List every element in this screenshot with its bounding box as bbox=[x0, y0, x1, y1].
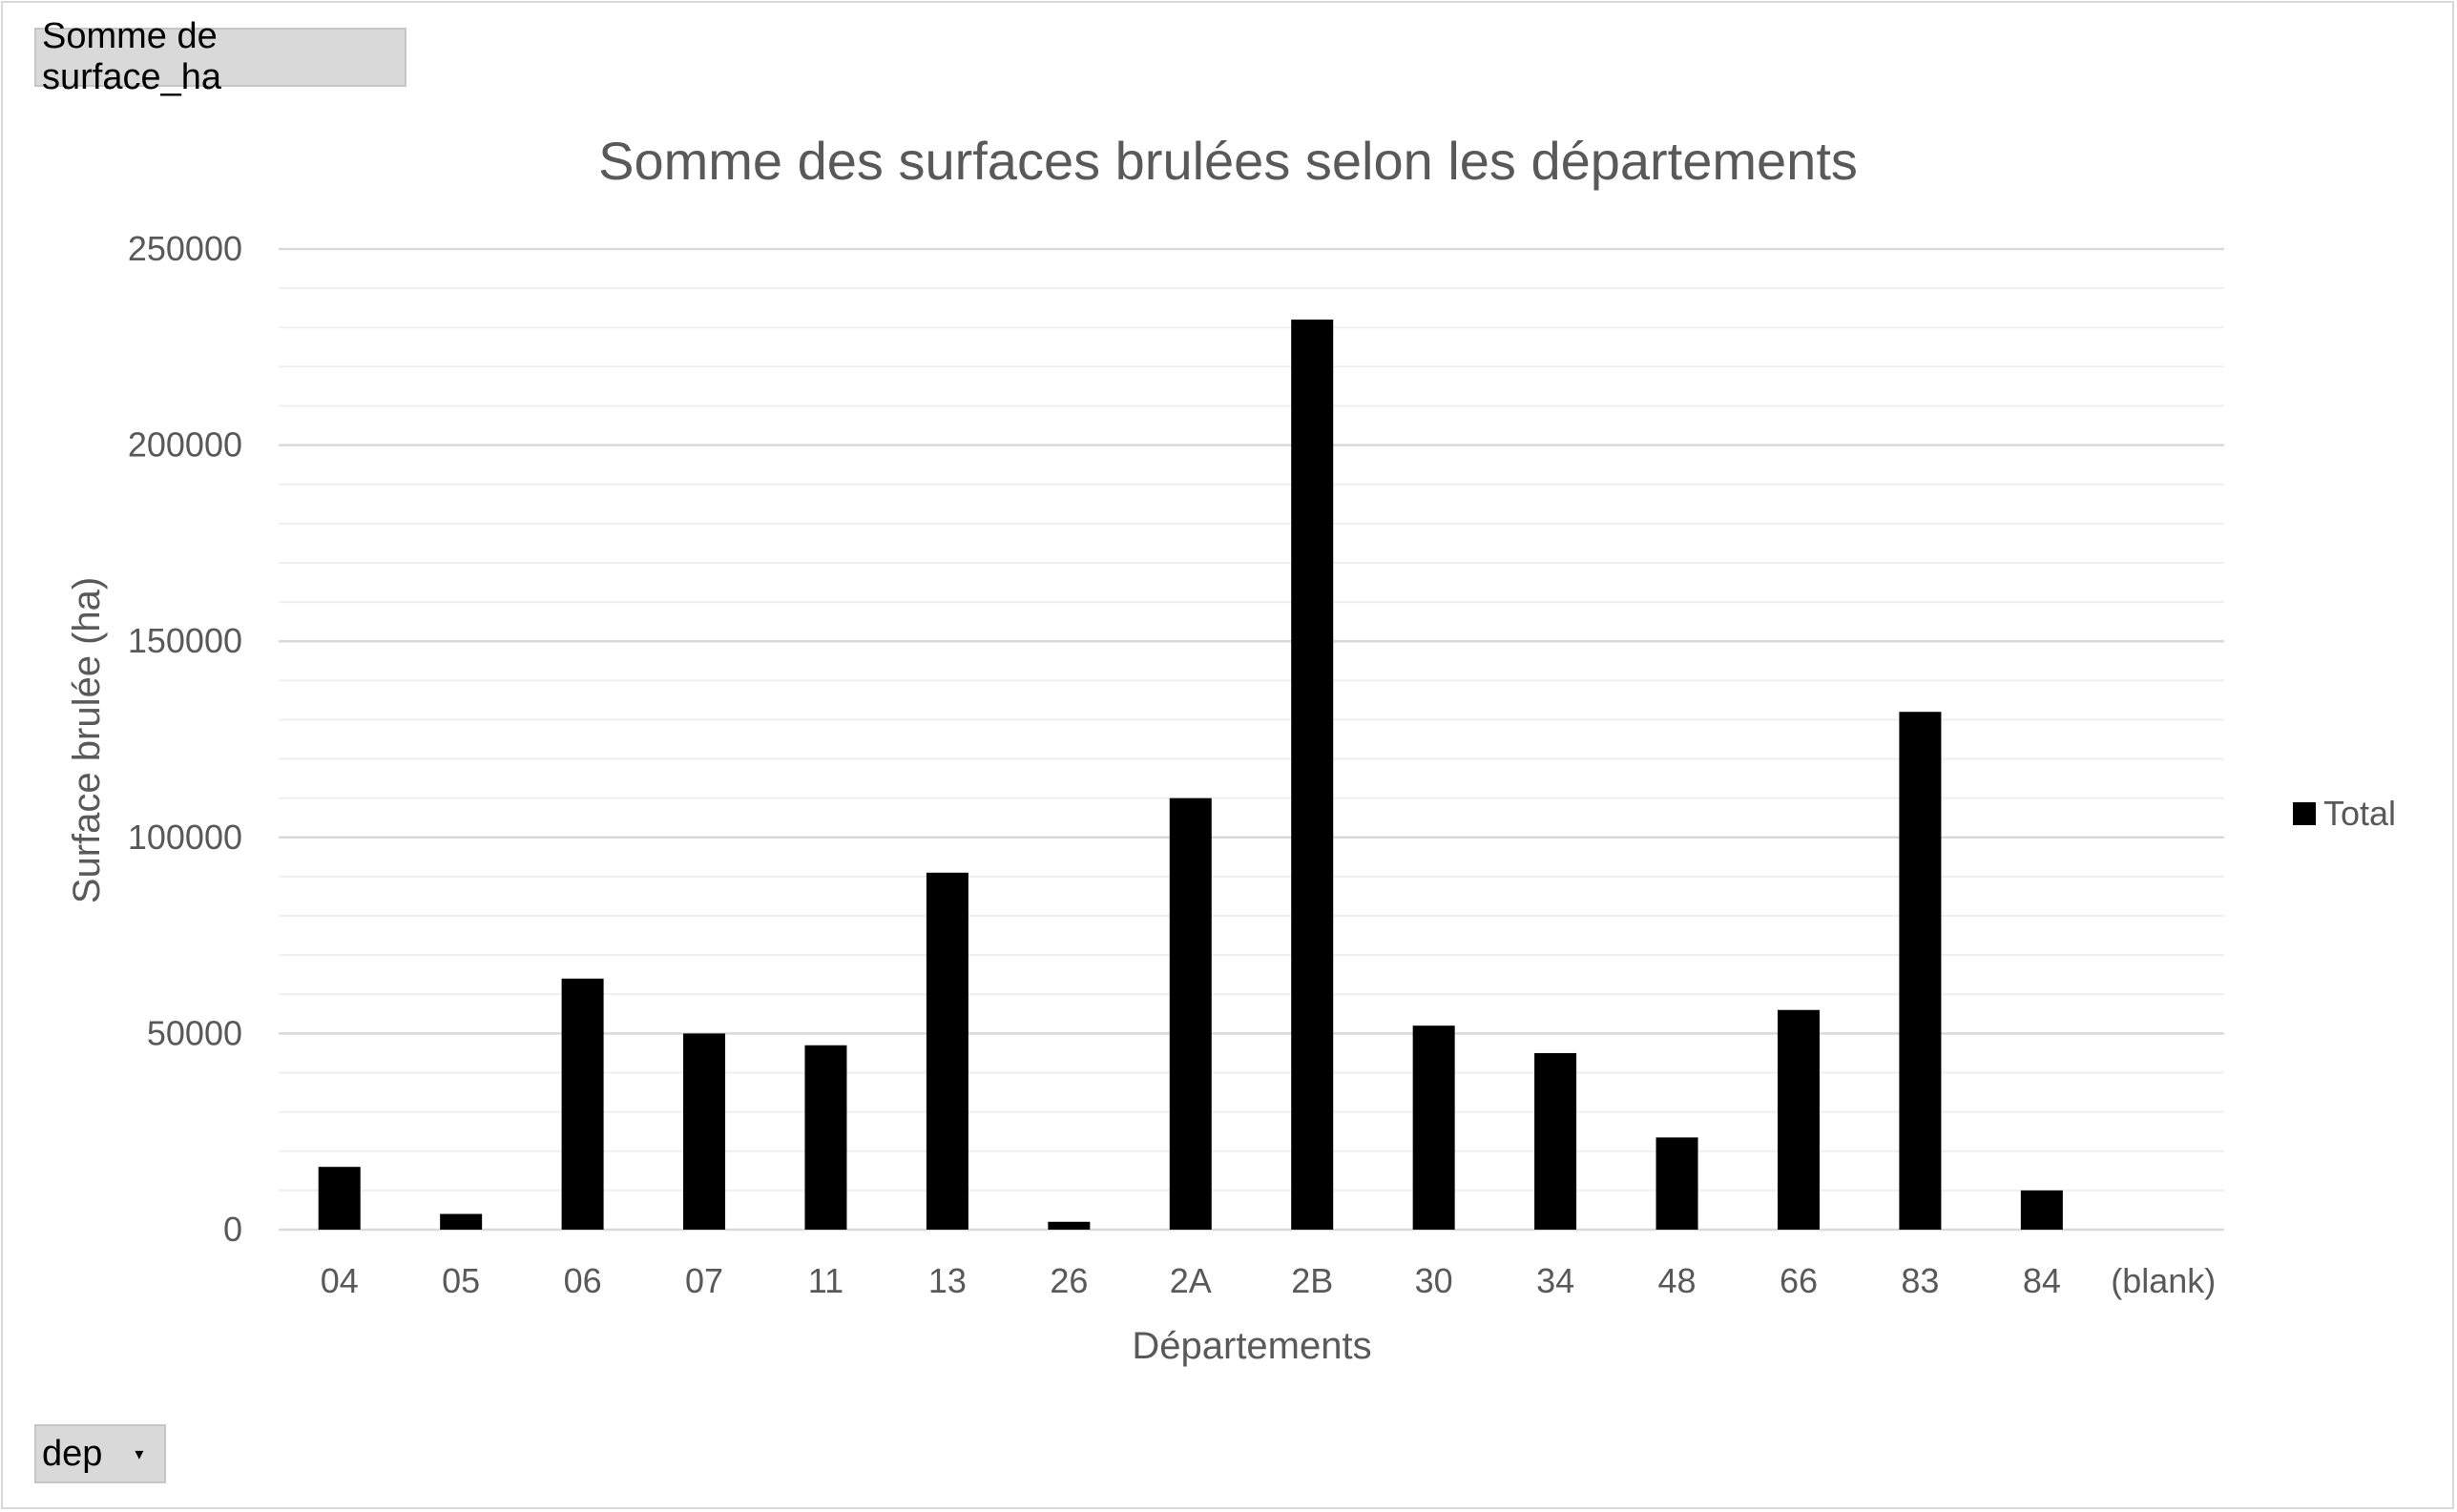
x-tick-label: 66 bbox=[1780, 1261, 1818, 1300]
x-tick-label: (blank) bbox=[2111, 1261, 2216, 1300]
value-field-label: Somme de surface_ha bbox=[42, 16, 222, 97]
bar-83 bbox=[1899, 712, 1942, 1230]
y-tick-label: 200000 bbox=[128, 425, 242, 465]
axis-field-button[interactable]: dep ▾ bbox=[34, 1424, 166, 1483]
bar-07 bbox=[683, 1033, 726, 1230]
axis-field-label: dep bbox=[42, 1433, 103, 1474]
x-axis-title: Départements bbox=[1132, 1325, 1371, 1367]
bar-30 bbox=[1412, 1025, 1455, 1230]
x-tick-label: 13 bbox=[928, 1261, 967, 1300]
legend: Total bbox=[2293, 794, 2396, 833]
bar-04 bbox=[318, 1167, 361, 1230]
bar-06 bbox=[561, 978, 604, 1230]
x-tick-label: 83 bbox=[1901, 1261, 1939, 1300]
bar-2B bbox=[1291, 320, 1334, 1230]
legend-entry-total: Total bbox=[2323, 794, 2396, 833]
bar-13 bbox=[926, 872, 968, 1230]
x-tick-label: 84 bbox=[2023, 1261, 2061, 1300]
x-tick-label: 30 bbox=[1415, 1261, 1453, 1300]
y-tick-label: 100000 bbox=[128, 818, 242, 857]
dropdown-arrow-icon[interactable]: ▾ bbox=[135, 1443, 144, 1463]
x-tick-label: 07 bbox=[685, 1261, 723, 1300]
bar-11 bbox=[804, 1045, 847, 1230]
bar-05 bbox=[440, 1213, 483, 1230]
y-tick-label: 0 bbox=[223, 1210, 242, 1249]
x-tick-label: 48 bbox=[1658, 1261, 1697, 1300]
x-tick-label: 06 bbox=[564, 1261, 602, 1300]
y-axis-ticks: 0 50000 100000 150000 200000 250000 bbox=[128, 229, 242, 1249]
y-tick-label: 250000 bbox=[128, 229, 242, 268]
y-tick-label: 50000 bbox=[147, 1013, 242, 1052]
bar-84 bbox=[2020, 1190, 2063, 1230]
bars bbox=[318, 320, 2063, 1230]
bar-26 bbox=[1048, 1221, 1091, 1230]
bar-66 bbox=[1777, 1009, 1820, 1230]
chart-title: Somme des surfaces brulées selon les dép… bbox=[598, 131, 1858, 191]
value-field-button[interactable]: Somme de surface_ha bbox=[34, 16, 406, 97]
x-tick-label: 04 bbox=[321, 1261, 359, 1300]
x-tick-label: 2B bbox=[1291, 1261, 1333, 1300]
x-tick-label: 2A bbox=[1170, 1261, 1212, 1300]
x-tick-label: 34 bbox=[1536, 1261, 1574, 1300]
bar-34 bbox=[1534, 1052, 1577, 1230]
x-tick-label: 26 bbox=[1050, 1261, 1088, 1300]
bar-2A bbox=[1169, 797, 1212, 1230]
bar-48 bbox=[1655, 1137, 1698, 1230]
y-axis-title: Surface brulée (ha) bbox=[66, 577, 108, 903]
x-axis-ticks: 04 05 06 07 11 13 26 2A 2B 30 34 48 66 83 84 (blank) bbox=[321, 1261, 2217, 1300]
x-tick-label: 11 bbox=[808, 1261, 843, 1300]
x-tick-label: 05 bbox=[442, 1261, 480, 1300]
legend-swatch bbox=[2293, 802, 2316, 825]
y-tick-label: 150000 bbox=[128, 621, 242, 660]
